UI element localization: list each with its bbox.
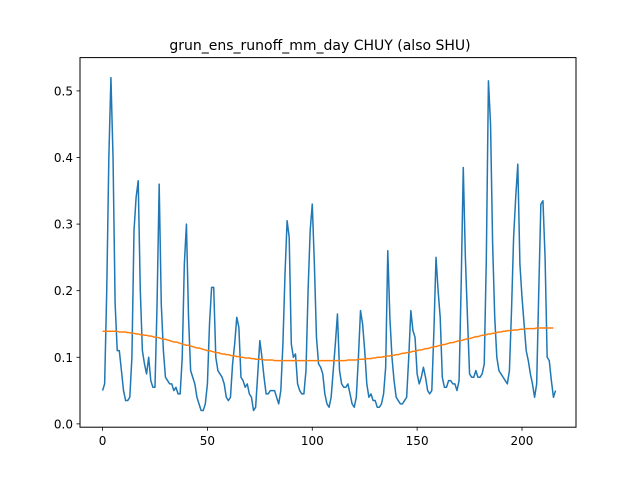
x-tick-label: 150 [406,434,429,448]
y-tick-label: 0.0 [54,417,73,431]
chart-title: grun_ens_runoff_mm_day CHUY (also SHU) [169,38,470,54]
series-line-0 [101,76,557,412]
y-tick-label: 0.1 [54,351,73,365]
plot-area [101,76,557,412]
x-tick-label: 200 [511,434,534,448]
x-axis: 0 50 100 150 200 [99,427,534,448]
y-tick-label: 0.5 [54,84,73,98]
series-line-1 [102,327,554,362]
x-tick-label: 0 [99,434,107,448]
plot-frame [79,57,577,428]
y-tick-label: 0.2 [54,284,73,298]
x-tick-label: 50 [200,434,215,448]
y-tick-label: 0.4 [54,151,73,165]
y-axis: 0.0 0.1 0.2 0.3 0.4 0.5 [54,84,80,431]
x-tick-label: 100 [301,434,324,448]
y-tick-label: 0.3 [54,218,73,232]
